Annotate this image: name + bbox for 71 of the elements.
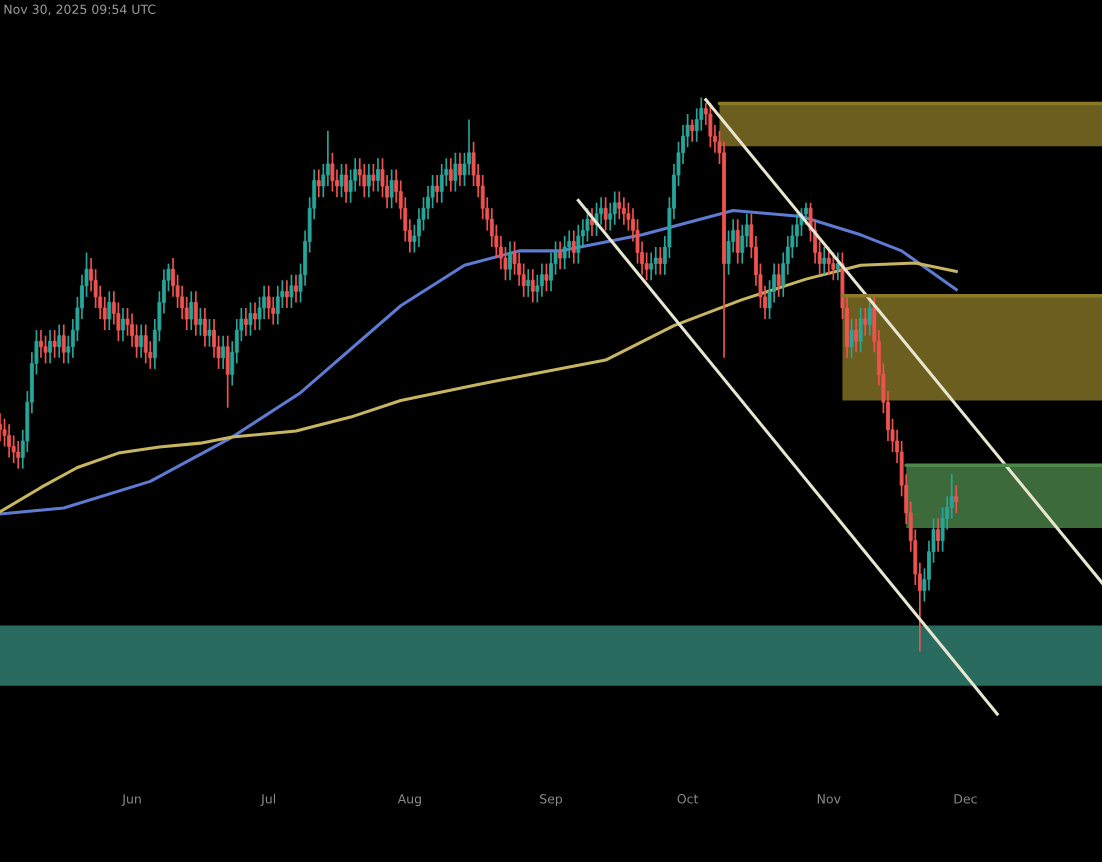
candlestick: [7, 423, 12, 459]
candlestick: [562, 235, 567, 270]
candlestick: [376, 157, 380, 193]
candlestick: [289, 273, 294, 309]
candlestick: [16, 440, 21, 470]
candlestick: [649, 251, 654, 282]
candlestick: [266, 284, 271, 320]
candlestick: [585, 207, 590, 243]
candlestick: [366, 163, 371, 198]
candlestick: [207, 318, 212, 348]
candlestick: [339, 163, 344, 198]
candlestick: [617, 190, 622, 221]
candlestick: [39, 329, 43, 359]
candlestick: [453, 151, 458, 193]
candlestick: [458, 151, 462, 187]
candlestick: [275, 284, 280, 326]
candlestick: [612, 190, 617, 226]
candlestick: [193, 290, 198, 337]
candlestick: [189, 290, 194, 331]
candlestick: [330, 151, 335, 193]
candlestick: [936, 517, 940, 553]
candlestick: [526, 268, 531, 298]
candlestick: [198, 307, 203, 337]
candlestick: [735, 218, 740, 265]
candlestick: [294, 273, 298, 304]
candlestick: [121, 307, 125, 343]
candlestick: [822, 246, 827, 276]
candlestick: [52, 329, 57, 359]
candlestick: [835, 251, 840, 282]
candlestick: [57, 323, 62, 359]
candlestick: [448, 157, 453, 193]
candlestick: [371, 163, 376, 193]
candlestick: [61, 323, 66, 365]
candlestick: [653, 246, 658, 276]
candlestick: [849, 318, 854, 359]
candlestick: [831, 251, 836, 282]
candlestick: [603, 196, 608, 232]
candlestick: [544, 262, 549, 293]
candlestick: [362, 163, 367, 198]
candlestick: [344, 163, 349, 204]
candlestick: [826, 246, 831, 276]
candlestick: [143, 323, 148, 365]
candlestick: [248, 301, 253, 337]
candlestick: [43, 334, 48, 365]
candlestick: [690, 118, 695, 143]
candlestick: [863, 307, 868, 337]
candlestick: [316, 168, 321, 198]
candlestick: [530, 268, 535, 304]
candlestick: [621, 196, 626, 226]
candlestick: [202, 307, 207, 348]
candlestick: [539, 262, 544, 298]
candlestick: [558, 240, 563, 270]
candlestick: [576, 224, 581, 265]
candlestick: [571, 229, 576, 265]
candlestick: [389, 168, 394, 210]
candlestick: [139, 323, 144, 359]
candlestick: [439, 163, 444, 204]
candlestick: [48, 329, 53, 365]
candlestick: [284, 279, 289, 309]
candlestick: [658, 246, 663, 276]
candlestick: [253, 301, 257, 331]
candlestick: [221, 334, 226, 370]
candlestick: [858, 307, 863, 354]
candlestick: [225, 334, 230, 409]
candlestick: [508, 240, 512, 282]
candlestick: [435, 174, 440, 204]
candlestick: [243, 307, 248, 337]
candlestick: [776, 262, 781, 298]
candlestick: [954, 484, 959, 514]
candlestick: [107, 290, 112, 331]
candlestick: [854, 318, 859, 354]
